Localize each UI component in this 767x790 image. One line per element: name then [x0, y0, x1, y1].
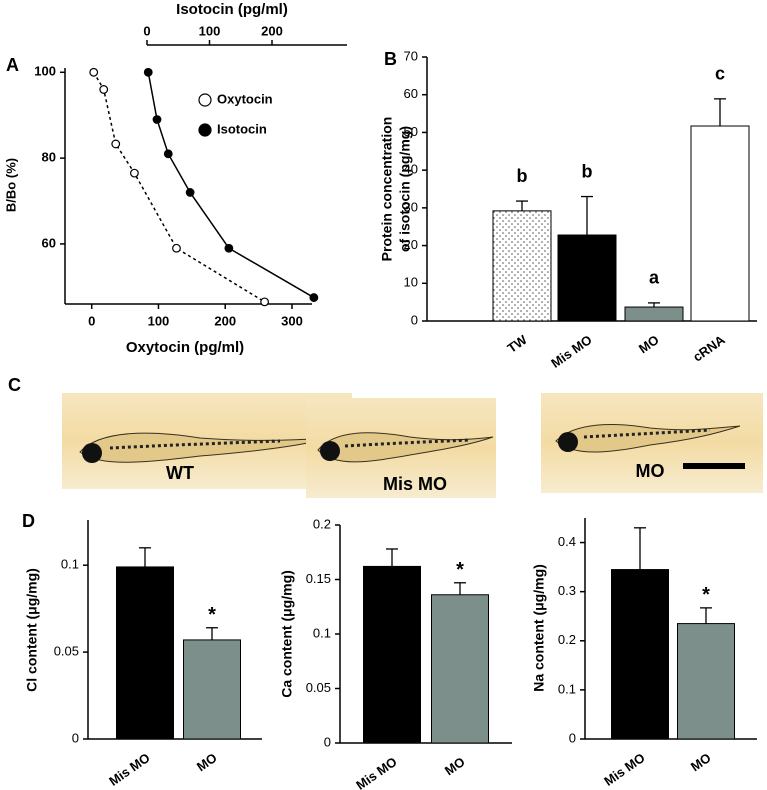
- significance-letter: b: [582, 161, 593, 181]
- data-point: [130, 168, 139, 178]
- bar: [363, 565, 421, 744]
- bar: [492, 210, 552, 322]
- x-tick-label: MO: [194, 750, 220, 774]
- legend-label: Oxytocin: [217, 91, 273, 106]
- y-tick-label: 0: [569, 730, 576, 745]
- significance-star: *: [208, 604, 216, 626]
- series-line: [93, 71, 265, 303]
- x-tick-label: 0: [88, 313, 95, 328]
- data-point: [111, 139, 121, 149]
- y-tick-label: 20: [404, 237, 418, 252]
- bar: [677, 623, 735, 740]
- x-tick-label: 300: [281, 313, 303, 328]
- y-tick-label: 0: [72, 730, 79, 745]
- legend-marker: [198, 93, 212, 107]
- image-caption: WT: [166, 463, 194, 483]
- significance-letter: c: [715, 64, 725, 84]
- data-point: [163, 149, 173, 159]
- y-tick-label: 0.3: [558, 583, 576, 598]
- x2-tick-label: 100: [199, 23, 221, 38]
- bar: [557, 234, 617, 322]
- y-tick-label: 60: [404, 86, 418, 101]
- x-tick-label: MO: [442, 754, 468, 778]
- y-axis-title: B/Bo (%): [3, 158, 18, 212]
- series-line: [147, 72, 315, 299]
- legend-label: Isotocin: [217, 121, 267, 136]
- x-tick-label: Mis MO: [601, 750, 647, 789]
- bar: [611, 569, 669, 740]
- data-point: [99, 85, 109, 94]
- data-point: [152, 115, 162, 124]
- x-tick-label: Mis MO: [353, 754, 399, 790]
- image-caption: MO: [636, 461, 665, 481]
- data-point: [172, 243, 181, 253]
- fish-image: [306, 398, 496, 498]
- y-tick-label: 10: [404, 275, 418, 290]
- panel-label: A: [6, 55, 19, 75]
- y-axis-title: of isotocin (pg/mg): [397, 126, 413, 252]
- y-axis-title: Ca content (μg/mg): [279, 570, 295, 698]
- data-point: [260, 297, 270, 307]
- data-point: [309, 293, 319, 302]
- y-tick-label: 0: [411, 312, 418, 327]
- bar: [116, 566, 174, 740]
- x2-axis-title: Isotocin (pg/ml): [176, 1, 288, 18]
- y-axis-title: Protein concentration: [379, 117, 395, 262]
- x-tick-label: Mis MO: [548, 332, 594, 371]
- y-tick-label: 30: [404, 199, 418, 214]
- bar: [431, 594, 489, 744]
- y-tick-label: 0.1: [558, 681, 576, 696]
- image-caption: Mis MO: [383, 474, 447, 494]
- x-tick-label: MO: [636, 332, 662, 356]
- y-axis-title: Na content (μg/mg): [531, 564, 547, 692]
- panel-label: B: [384, 49, 397, 69]
- x-tick-label: Mis MO: [106, 750, 152, 789]
- x2-tick-label: 200: [261, 23, 283, 38]
- y-tick-label: 0.1: [313, 625, 331, 640]
- x-tick-label: MO: [688, 750, 714, 774]
- y-axis-title: Cl content (μg/mg): [24, 568, 40, 692]
- panel-label: C: [8, 375, 21, 395]
- y-tick-label: 0.1: [61, 557, 79, 572]
- fish-image: [541, 393, 763, 493]
- y-tick-label: 40: [404, 162, 418, 177]
- data-point: [185, 188, 195, 197]
- bar: [690, 125, 750, 322]
- y-tick-label: 0.05: [306, 680, 331, 695]
- x-tick-label: 200: [214, 313, 236, 328]
- y-tick-label: 60: [42, 235, 56, 250]
- fish-image: [62, 393, 352, 489]
- y-tick-label: 0: [324, 734, 331, 749]
- significance-letter: b: [517, 166, 528, 186]
- y-tick-label: 50: [404, 124, 418, 139]
- scale-bar: [683, 463, 745, 469]
- x-tick-label: 100: [148, 313, 170, 328]
- bar: [624, 306, 684, 322]
- data-point: [89, 67, 99, 77]
- y-tick-label: 100: [34, 64, 56, 79]
- data-point: [224, 243, 234, 253]
- y-tick-label: 80: [42, 150, 56, 165]
- bar: [183, 639, 241, 740]
- significance-star: *: [456, 559, 464, 581]
- data-point: [143, 67, 153, 77]
- x-tick-label: cRNA: [690, 332, 728, 365]
- y-tick-label: 0.2: [313, 516, 331, 531]
- panel-label: D: [22, 511, 35, 531]
- significance-letter: a: [649, 268, 660, 288]
- y-tick-label: 70: [404, 48, 418, 63]
- significance-star: *: [702, 584, 710, 606]
- legend-marker: [198, 123, 212, 137]
- x-axis-title: Oxytocin (pg/ml): [126, 339, 244, 356]
- x2-tick-label: 0: [143, 23, 150, 38]
- x-tick-label: TW: [505, 332, 531, 356]
- y-tick-label: 0.05: [54, 644, 79, 659]
- y-tick-label: 0.2: [558, 632, 576, 647]
- y-tick-label: 0.15: [306, 571, 331, 586]
- y-tick-label: 0.4: [558, 534, 576, 549]
